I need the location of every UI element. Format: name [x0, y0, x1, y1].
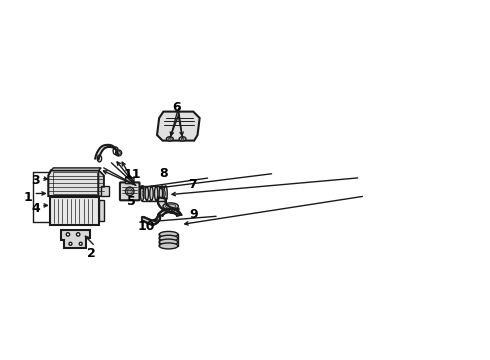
Polygon shape: [142, 214, 160, 225]
Ellipse shape: [150, 186, 153, 201]
Text: 1: 1: [24, 191, 32, 204]
Circle shape: [172, 208, 175, 211]
Circle shape: [125, 187, 134, 195]
Circle shape: [169, 138, 171, 140]
FancyBboxPatch shape: [125, 178, 134, 184]
Ellipse shape: [159, 186, 163, 201]
Ellipse shape: [159, 231, 178, 237]
Ellipse shape: [164, 186, 167, 201]
Ellipse shape: [145, 186, 148, 201]
Polygon shape: [157, 112, 199, 141]
Circle shape: [69, 242, 72, 245]
Ellipse shape: [159, 235, 178, 241]
Ellipse shape: [166, 204, 176, 208]
Text: 4: 4: [31, 202, 40, 215]
Polygon shape: [95, 145, 118, 159]
Polygon shape: [61, 230, 90, 248]
Circle shape: [66, 233, 70, 236]
Text: 2: 2: [87, 247, 96, 260]
FancyBboxPatch shape: [120, 183, 140, 200]
Text: 5: 5: [127, 195, 136, 208]
Ellipse shape: [159, 239, 178, 245]
Circle shape: [117, 151, 121, 155]
Text: 8: 8: [159, 167, 168, 180]
Text: 9: 9: [190, 208, 198, 221]
Circle shape: [76, 233, 80, 236]
Polygon shape: [158, 197, 178, 213]
Polygon shape: [49, 170, 104, 196]
Ellipse shape: [154, 186, 158, 201]
Circle shape: [127, 189, 132, 194]
Ellipse shape: [163, 203, 178, 210]
Text: 10: 10: [138, 220, 155, 233]
FancyBboxPatch shape: [50, 197, 98, 225]
FancyBboxPatch shape: [98, 200, 104, 221]
Ellipse shape: [159, 243, 178, 249]
Polygon shape: [158, 209, 181, 216]
Circle shape: [79, 242, 82, 245]
Polygon shape: [98, 170, 104, 196]
Text: 11: 11: [124, 168, 142, 181]
Text: 6: 6: [172, 101, 180, 114]
Text: 7: 7: [188, 179, 197, 192]
Circle shape: [166, 208, 170, 211]
FancyBboxPatch shape: [101, 186, 109, 195]
Text: 3: 3: [31, 174, 40, 187]
FancyBboxPatch shape: [139, 186, 142, 197]
Circle shape: [116, 150, 122, 156]
Ellipse shape: [179, 137, 186, 141]
Ellipse shape: [141, 186, 144, 201]
Circle shape: [181, 138, 184, 140]
Polygon shape: [51, 168, 101, 170]
Ellipse shape: [167, 137, 173, 141]
